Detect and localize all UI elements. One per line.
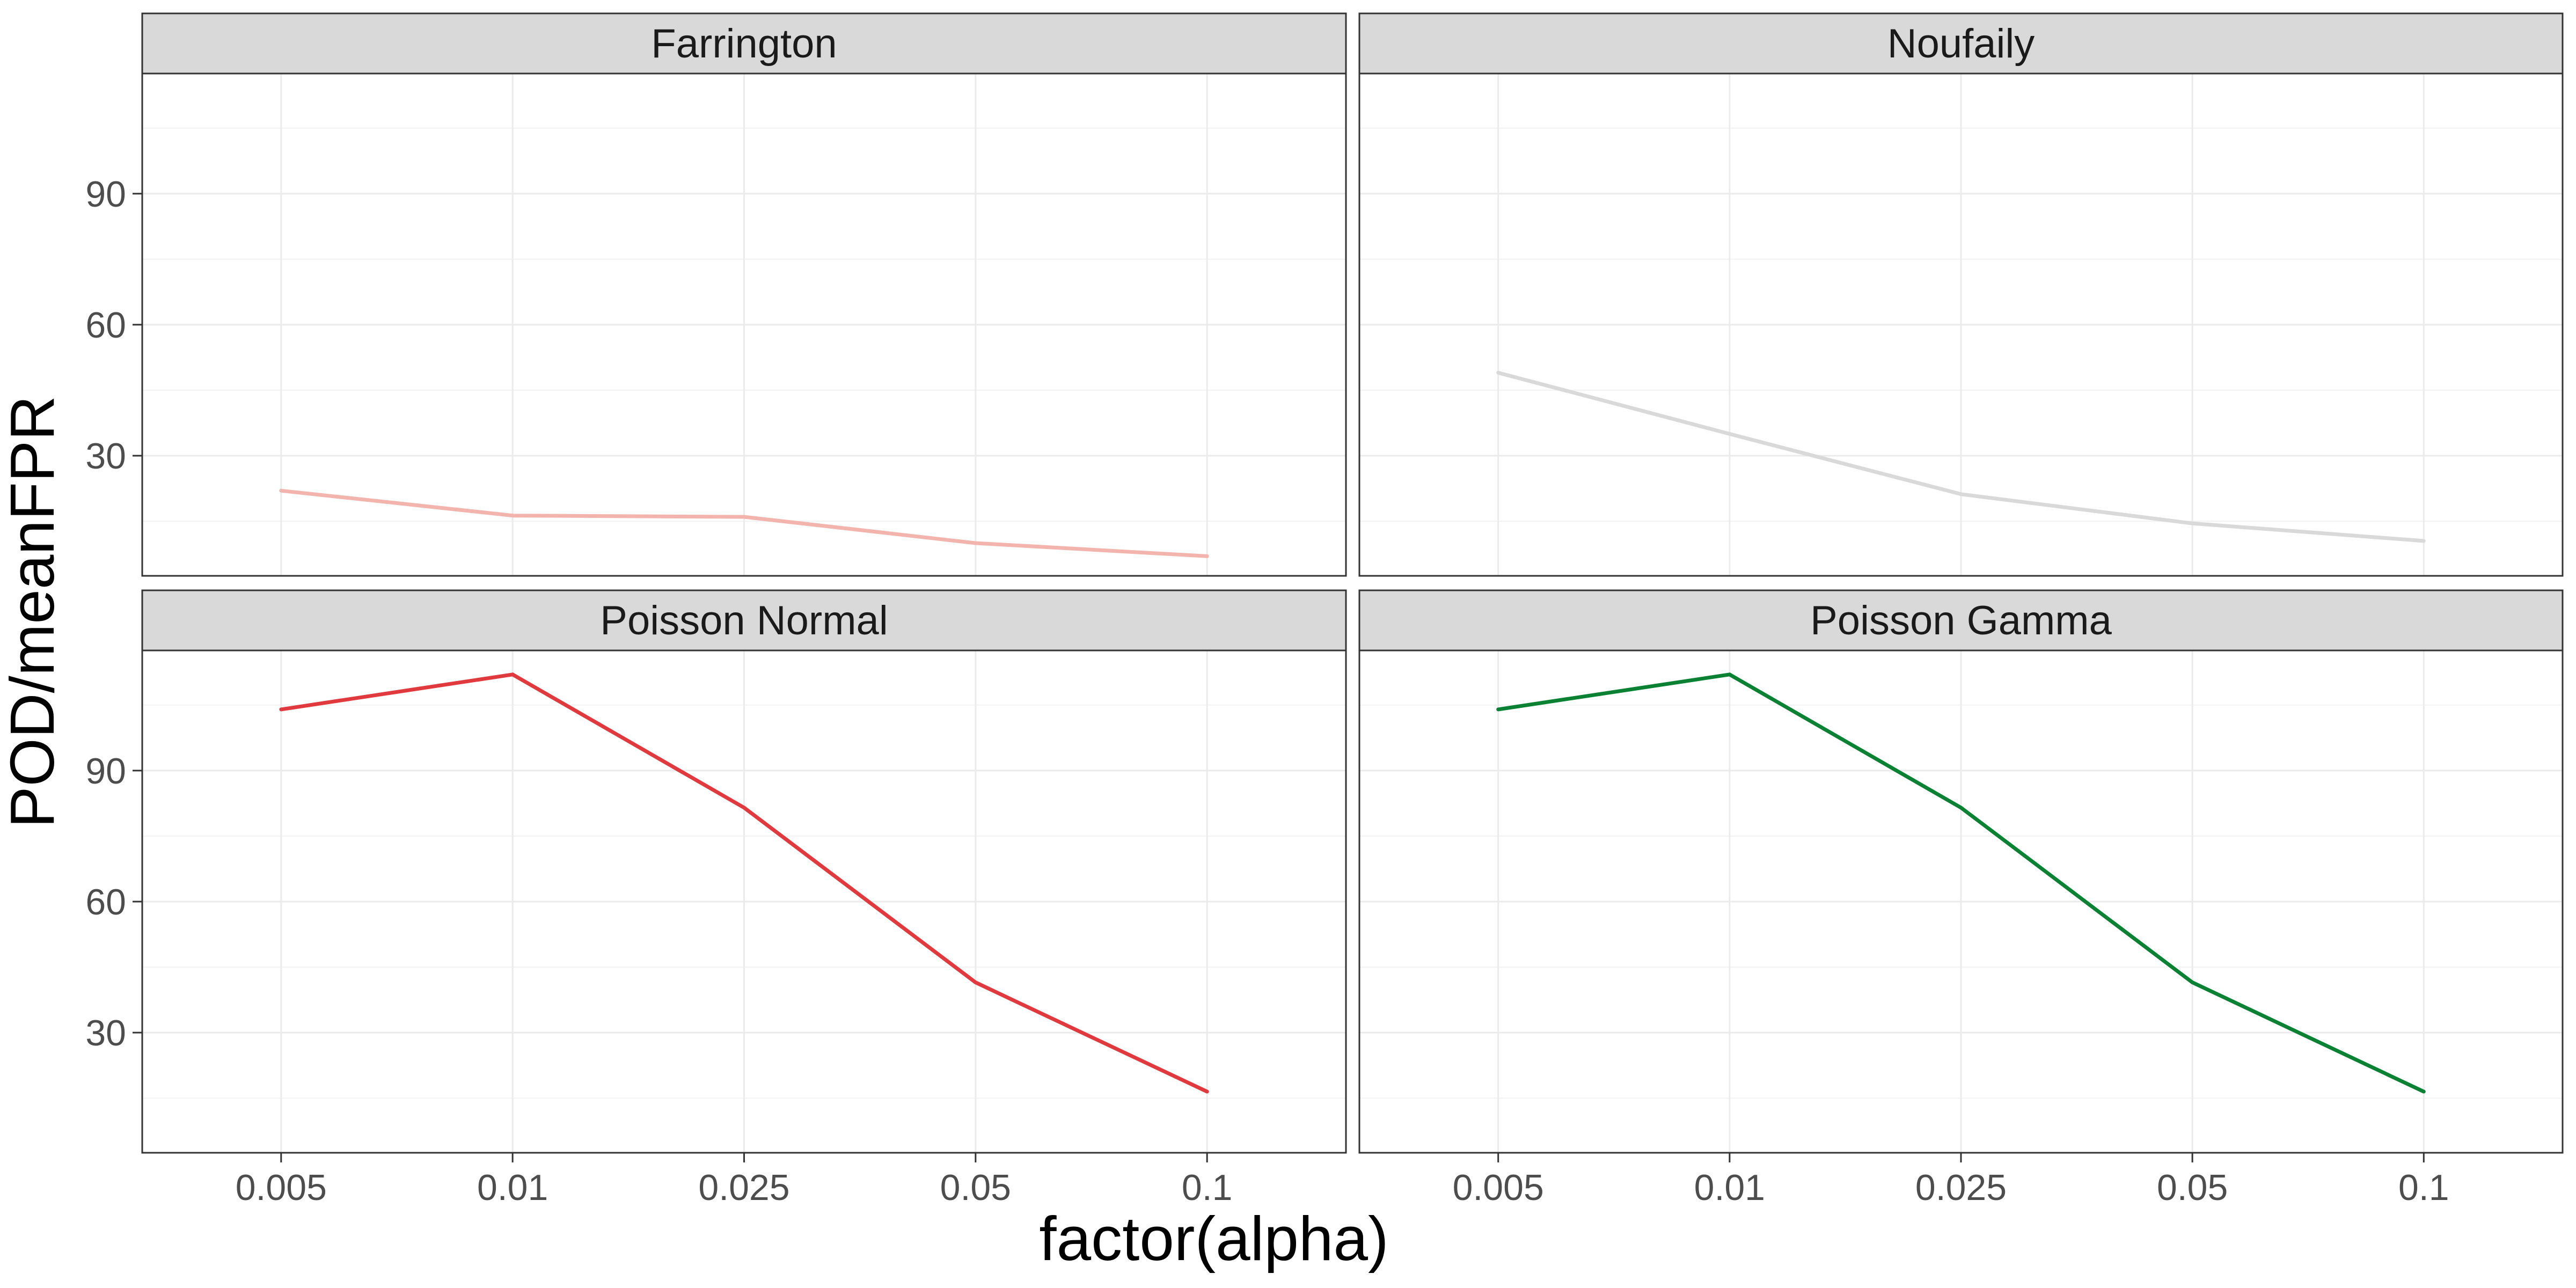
data-point — [1728, 431, 1732, 436]
strip-background — [141, 589, 1347, 652]
data-point — [1205, 1089, 1209, 1094]
x-tick-label: 0.1 — [2398, 1167, 2449, 1208]
y-tick-label: 60 — [85, 882, 126, 923]
data-point — [742, 806, 746, 810]
data-point — [279, 707, 283, 712]
data-point — [2190, 521, 2194, 525]
x-tick-label: 0.1 — [1182, 1167, 1233, 1208]
y-tick-label: 90 — [85, 751, 126, 792]
panel-farrington: Farrington — [141, 12, 1347, 577]
x-axis-col-2: 0.005 0.01 0.025 0.05 0.1 — [1453, 1153, 2449, 1208]
data-point — [510, 514, 515, 518]
y-axis-title: POD/meanFPR — [0, 396, 67, 828]
data-point — [742, 515, 746, 519]
facet-panels: Farrington Noufaily Poisson Normal Poisson … — [141, 12, 2564, 1154]
y-tick-label: 30 — [85, 436, 126, 477]
x-tick-label: 0.005 — [1453, 1167, 1544, 1208]
data-point — [510, 672, 515, 677]
strip-label: Poisson Normal — [600, 598, 888, 643]
x-tick-label: 0.01 — [477, 1167, 548, 1208]
y-tick-label: 90 — [85, 174, 126, 215]
panel-poisson-normal: Poisson Normal — [141, 589, 1347, 1154]
x-tick-label: 0.01 — [1694, 1167, 1765, 1208]
panel-border — [1358, 72, 2564, 577]
panel-poisson-gamma: Poisson Gamma — [1358, 589, 2564, 1154]
data-point — [2421, 1089, 2426, 1094]
data-point — [1959, 492, 1963, 496]
y-axis-row-1: 30 60 90 — [85, 174, 142, 477]
data-point — [1205, 554, 1209, 558]
strip-background — [1358, 589, 2564, 652]
y-tick-label: 60 — [85, 305, 126, 346]
strip-label: Farrington — [651, 21, 837, 67]
x-tick-label: 0.05 — [940, 1167, 1011, 1208]
panel-noufaily: Noufaily — [1358, 12, 2564, 577]
data-point — [2190, 980, 2194, 985]
x-tick-label: 0.025 — [1915, 1167, 2007, 1208]
x-axis-title: factor(alpha) — [1039, 1204, 1388, 1274]
x-tick-label: 0.05 — [2157, 1167, 2228, 1208]
strip-label: Poisson Gamma — [1810, 598, 2112, 643]
data-point — [1959, 806, 1963, 810]
data-point — [1496, 707, 1501, 712]
x-tick-label: 0.005 — [236, 1167, 327, 1208]
strip-background — [141, 12, 1347, 75]
data-point — [974, 980, 978, 985]
strip-label: Noufaily — [1887, 21, 2035, 67]
y-axis-row-2: 30 60 90 — [85, 751, 142, 1053]
data-point — [2421, 539, 2426, 543]
strip-background — [1358, 12, 2564, 75]
data-point — [974, 541, 978, 545]
x-axis-col-1: 0.005 0.01 0.025 0.05 0.1 — [236, 1153, 1233, 1208]
y-tick-label: 30 — [85, 1013, 126, 1053]
data-point — [1496, 371, 1501, 375]
x-tick-label: 0.025 — [698, 1167, 789, 1208]
data-point — [1728, 672, 1732, 677]
data-point — [279, 488, 283, 493]
